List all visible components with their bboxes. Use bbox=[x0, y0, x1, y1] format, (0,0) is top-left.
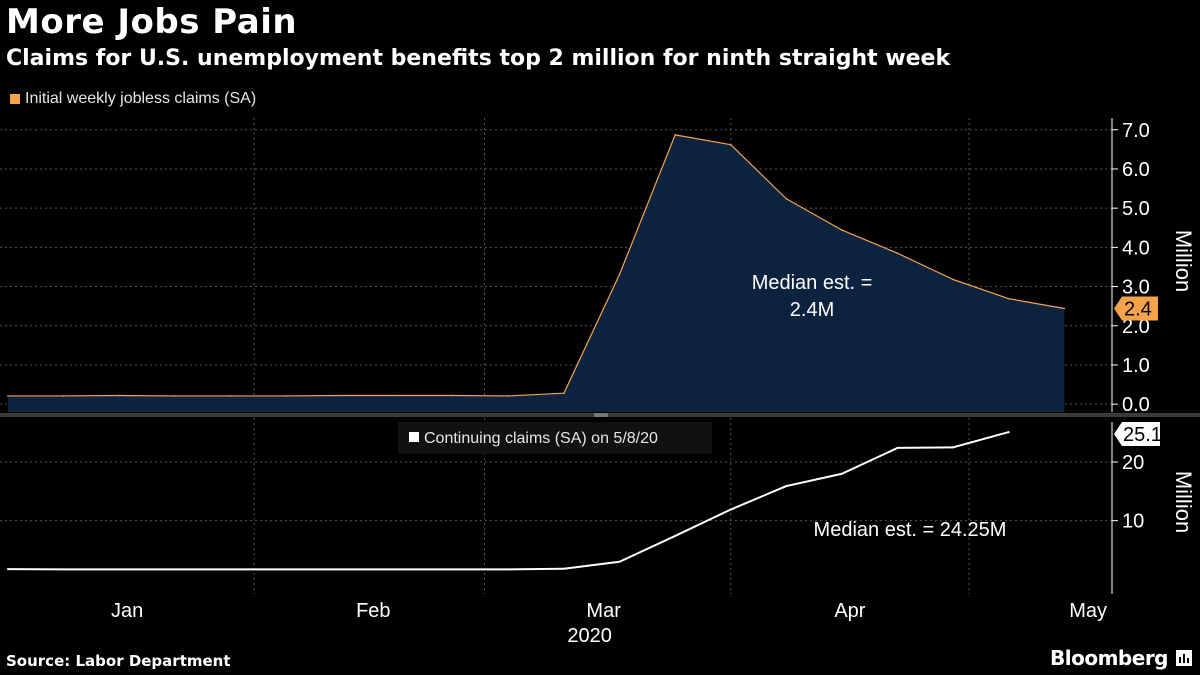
initial-claims-point-13 bbox=[729, 143, 732, 146]
initial-claims-segment-19 bbox=[1008, 298, 1065, 310]
chart-title: More Jobs Pain bbox=[6, 2, 298, 42]
chart-subtitle: Claims for U.S. unemployment benefits to… bbox=[6, 46, 951, 71]
continuing-claims-point-3 bbox=[173, 568, 176, 571]
initial-claims-point-9 bbox=[507, 395, 510, 397]
x-tick-label-jan: Jan bbox=[111, 600, 143, 622]
initial-claims-segment-12 bbox=[618, 134, 676, 275]
initial-claims-point-18 bbox=[1007, 297, 1010, 300]
initial-claims-point-15 bbox=[841, 229, 843, 231]
continuing-claims-point-18 bbox=[1007, 431, 1010, 434]
initial-claims-segment-17 bbox=[897, 252, 954, 281]
continuing-claims-segment-14 bbox=[730, 485, 787, 511]
continuing-claims-segment-10 bbox=[508, 567, 564, 571]
continuing-claims-point-12 bbox=[674, 534, 677, 537]
initial-claims-point-17 bbox=[952, 278, 954, 281]
continuing-claims-point-1 bbox=[62, 568, 65, 571]
initial-claims-segment-15 bbox=[786, 198, 843, 231]
initial-claims-point-0 bbox=[7, 395, 9, 397]
continuing-claims-segment-11 bbox=[563, 560, 620, 570]
x-tick-label-apr: Apr bbox=[834, 600, 865, 622]
initial-claims-point-19 bbox=[1063, 307, 1066, 310]
top-annotation-line1: Median est. = bbox=[752, 272, 873, 294]
top-ytick-label-1: 1.0 bbox=[1122, 355, 1150, 377]
continuing-last-value-badge bbox=[1114, 422, 1160, 446]
initial-claims-area bbox=[7, 134, 1065, 412]
top-y-axis-title: Million bbox=[1171, 230, 1196, 292]
legend-continuing-box bbox=[398, 422, 712, 454]
continuing-claims-segment-17 bbox=[897, 446, 954, 449]
continuing-claims-point-11 bbox=[618, 560, 621, 563]
initial-claims-point-16 bbox=[896, 252, 899, 255]
initial-claims-point-11 bbox=[618, 273, 621, 276]
initial-claims-segment-13 bbox=[675, 134, 731, 146]
continuing-claims-point-4 bbox=[229, 568, 232, 571]
initial-claims-point-5 bbox=[285, 395, 287, 397]
bloomberg-chart-icon bbox=[1176, 650, 1192, 666]
initial-claims-segment-11 bbox=[563, 274, 621, 394]
top-annotation-line2: 2.4M bbox=[790, 299, 834, 321]
continuing-claims-point-6 bbox=[340, 568, 343, 571]
continuing-claims-point-10 bbox=[562, 567, 565, 570]
initial-last-value-badge bbox=[1114, 296, 1158, 321]
bottom-ytick-label-1: 20 bbox=[1122, 452, 1144, 474]
continuing-claims-point-5 bbox=[284, 568, 287, 571]
initial-claims-point-3 bbox=[173, 395, 176, 397]
initial-claims-segment-10 bbox=[508, 392, 564, 397]
continuing-claims-point-9 bbox=[507, 568, 510, 571]
top-ytick-label-6: 6.0 bbox=[1122, 159, 1150, 181]
initial-claims-point-12 bbox=[674, 134, 676, 136]
initial-claims-point-7 bbox=[396, 394, 398, 397]
continuing-claims-point-2 bbox=[118, 568, 121, 571]
top-ytick-label-5: 5.0 bbox=[1122, 198, 1150, 220]
continuing-claims-point-15 bbox=[840, 472, 843, 475]
continuing-claims-segment-13 bbox=[674, 508, 732, 537]
initial-last-value-label: 2.4 bbox=[1124, 299, 1152, 321]
initial-claims-point-10 bbox=[563, 392, 565, 394]
x-tick-label-mar: Mar bbox=[586, 600, 621, 622]
x-tick-label-may: May bbox=[1069, 600, 1107, 622]
top-ytick-label-0: 0.0 bbox=[1122, 394, 1150, 416]
top-ytick-label-4: 4.0 bbox=[1122, 237, 1150, 259]
bottom-ytick-label-0: 10 bbox=[1122, 511, 1144, 533]
continuing-claims-point-14 bbox=[785, 485, 788, 488]
top-ytick-label-2: 2.0 bbox=[1122, 316, 1150, 338]
initial-claims-segment-18 bbox=[952, 278, 1009, 300]
continuing-claims-point-7 bbox=[396, 568, 399, 571]
bottom-annotation: Median est. = 24.25M bbox=[814, 519, 1007, 541]
continuing-claims-segment-18 bbox=[952, 431, 1010, 449]
initial-claims-point-6 bbox=[340, 394, 343, 397]
legend-continuing-label: Continuing claims (SA) on 5/8/20 bbox=[424, 430, 658, 447]
initial-claims-segment-16 bbox=[841, 229, 898, 254]
continuing-claims-point-16 bbox=[896, 446, 899, 449]
continuing-claims-segment-12 bbox=[619, 535, 676, 563]
source-note: Source: Labor Department bbox=[6, 652, 231, 670]
initial-claims-point-1 bbox=[62, 395, 65, 397]
legend-continuing-swatch bbox=[409, 432, 419, 442]
continuing-claims-point-8 bbox=[451, 568, 454, 571]
bottom-y-axis-title: Million bbox=[1171, 471, 1196, 533]
initial-claims-point-4 bbox=[229, 395, 232, 397]
legend-initial-swatch bbox=[10, 94, 20, 104]
brand-logo: Bloomberg bbox=[1050, 646, 1192, 670]
brand-name: Bloomberg bbox=[1050, 646, 1168, 670]
initial-claims-point-8 bbox=[451, 394, 454, 397]
initial-claims-point-2 bbox=[118, 394, 120, 397]
continuing-claims-point-0 bbox=[6, 568, 9, 571]
continuing-last-value-label: 25.1 bbox=[1123, 424, 1162, 446]
initial-claims-segment-14 bbox=[730, 144, 787, 200]
continuing-claims-segment-15 bbox=[786, 472, 843, 488]
x-year-label: 2020 bbox=[567, 625, 612, 647]
continuing-claims-point-13 bbox=[729, 508, 732, 511]
panel-divider-handle bbox=[594, 413, 608, 417]
top-ytick-label-7: 7.0 bbox=[1122, 120, 1150, 142]
legend-initial-label: Initial weekly jobless claims (SA) bbox=[25, 90, 257, 107]
continuing-claims-segment-16 bbox=[841, 447, 898, 475]
initial-claims-point-14 bbox=[785, 197, 788, 200]
x-tick-label-feb: Feb bbox=[356, 600, 390, 622]
continuing-claims-point-17 bbox=[952, 446, 955, 449]
top-ytick-label-3: 3.0 bbox=[1122, 277, 1150, 299]
legend-initial-claims: Initial weekly jobless claims (SA) bbox=[10, 90, 256, 108]
